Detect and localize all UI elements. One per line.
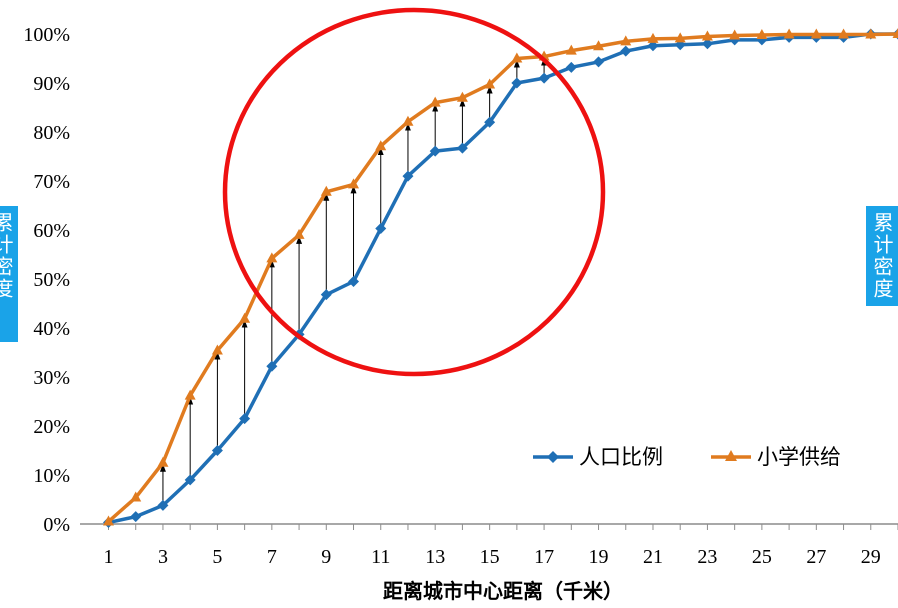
population-point [130,511,142,523]
legend-label-population: 人口比例 [579,445,663,469]
x-tick-label: 5 [212,546,222,568]
school-supply-point [375,140,387,151]
axes: 0%10%20%30%40%50%60%70%80%90%100%1 3 5 7 9 11… [23,24,898,568]
y-tick-label: 90% [33,73,70,95]
x-axis-title: 距离城市中心距离（千米） [383,579,623,603]
x-tick-label: 17 [534,546,554,568]
right-axis-label: 累计密度 [866,206,898,306]
legend-label-school-supply: 小学供给 [757,445,841,469]
y-tick-label: 80% [33,122,70,144]
legend: 人口比例 小学供给 [533,445,841,469]
population-point [429,145,441,157]
school-supply-point [239,312,251,323]
x-tick-label: 13 [425,546,445,568]
school-supply-point [783,28,795,39]
legend-marker-school-supply [725,450,737,461]
difference-lines [159,57,548,502]
x-tick-label: 21 [643,546,663,568]
x-tick-label: 29 [861,546,881,568]
school-supply-point [674,32,686,43]
left-axis-label: 累计密度 [0,206,18,342]
population-point [620,45,632,57]
school-supply-point [729,29,741,40]
population-point [538,72,550,84]
y-tick-label: 70% [33,171,70,193]
school-supply-point [647,32,659,43]
annotation-layer [222,7,606,377]
x-tick-label: 3 [158,546,168,568]
y-tick-label: 40% [33,318,70,340]
population-point [484,116,496,128]
school-supply-point [484,78,496,89]
y-tick-label: 30% [33,367,70,389]
population-point [348,275,360,287]
series-layer [103,28,898,529]
population-point [456,142,468,154]
x-tick-label: 25 [752,546,772,568]
x-tick-label: 19 [589,546,609,568]
y-tick-label: 60% [33,220,70,242]
population-point [375,223,387,235]
x-tick-label: 15 [480,546,500,568]
x-tick-label: 11 [371,546,390,568]
school-supply-point [456,91,468,102]
y-tick-label: 100% [23,24,70,46]
x-tick-label: 7 [267,546,277,568]
y-tick-label: 50% [33,269,70,291]
school-supply-point [892,28,898,38]
highlight-circle [222,7,606,377]
school-supply-point [865,28,877,39]
school-supply-point [402,115,414,126]
school-supply-point [266,252,278,263]
population-point [320,289,332,301]
school-supply-point [157,456,169,467]
population-point [239,413,251,425]
population-point [593,56,605,68]
school-supply-point [838,28,850,39]
school-supply-point [130,491,142,502]
school-supply-point [511,52,523,63]
school-supply-point [593,40,605,51]
school-supply-point [701,30,713,41]
series-line-school-supply [107,32,898,523]
population-point [184,474,196,486]
x-tick-label: 9 [321,546,331,568]
y-tick-label: 0% [43,514,70,536]
school-supply-point [620,35,632,46]
population-point [565,61,577,73]
x-tick-label: 23 [697,546,717,568]
school-supply-point [565,44,577,55]
population-point [266,360,278,372]
y-tick-label: 10% [33,465,70,487]
population-point [701,38,713,50]
population-point [211,445,223,456]
population-point [511,77,523,89]
population-point [647,40,659,52]
population-point [402,170,414,182]
school-supply-point [810,28,822,39]
school-supply-point [211,344,223,355]
school-supply-point [348,178,360,189]
x-tick-label: 1 [104,546,114,568]
legend-marker-population [547,451,559,463]
y-tick-label: 20% [33,416,70,438]
school-supply-point [293,228,305,239]
x-tick-label: 27 [806,546,826,568]
school-supply-point [103,515,114,526]
school-supply-point [320,185,332,196]
population-point [157,499,169,511]
school-supply-point [756,28,768,39]
school-supply-point [184,389,196,400]
school-supply-point [429,96,441,107]
